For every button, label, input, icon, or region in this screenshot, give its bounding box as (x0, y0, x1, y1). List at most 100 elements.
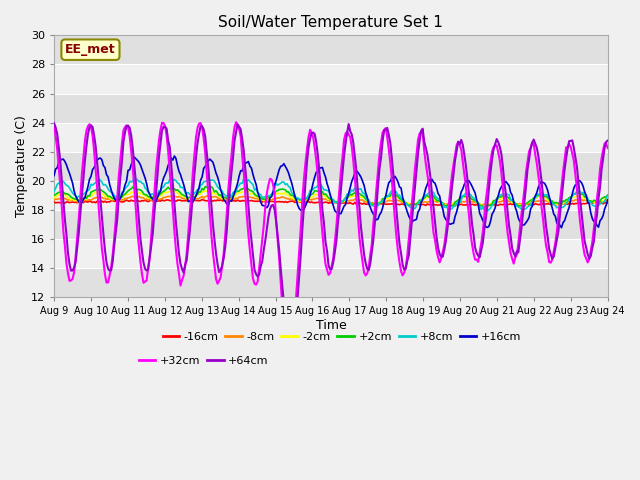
+2cm (576, 191, 584, 196)
Legend: +32cm, +64cm: +32cm, +64cm (134, 351, 273, 370)
-2cm (236, 190, 243, 196)
+16cm (557, 225, 565, 230)
-16cm (244, 198, 252, 204)
+64cm (234, 121, 241, 127)
Bar (54, 6, 608, 36)
+8cm (576, 189, 584, 194)
Bar (54, 181, 608, 210)
Line: +32cm: +32cm (54, 122, 608, 352)
+2cm (236, 188, 243, 194)
-2cm (50, 195, 58, 201)
Bar (54, 64, 608, 94)
-16cm (198, 197, 206, 203)
-16cm (50, 199, 58, 205)
-16cm (294, 198, 301, 204)
+64cm (118, 158, 125, 164)
+32cm (244, 232, 252, 238)
-16cm (118, 199, 125, 205)
+2cm (604, 192, 612, 198)
Bar (54, 152, 608, 181)
+64cm (575, 179, 582, 185)
+16cm (294, 203, 301, 208)
+64cm (243, 182, 251, 188)
Line: -16cm: -16cm (54, 200, 608, 206)
-2cm (118, 195, 125, 201)
-2cm (576, 193, 584, 199)
-8cm (576, 196, 584, 202)
+16cm (170, 153, 178, 159)
+2cm (50, 192, 58, 198)
+64cm (294, 293, 301, 299)
+32cm (604, 145, 612, 151)
+32cm (576, 218, 584, 224)
+32cm (215, 278, 223, 284)
+8cm (244, 177, 252, 182)
Bar (54, 210, 608, 239)
+8cm (604, 192, 612, 198)
+2cm (202, 184, 209, 190)
+32cm (296, 248, 303, 254)
-8cm (244, 194, 252, 200)
+8cm (118, 190, 125, 195)
-8cm (294, 199, 301, 204)
+2cm (294, 196, 301, 202)
+16cm (604, 197, 612, 203)
-2cm (244, 188, 252, 194)
Line: -8cm: -8cm (54, 196, 608, 205)
Line: +16cm: +16cm (54, 156, 608, 228)
+64cm (288, 342, 296, 348)
-8cm (485, 202, 493, 208)
-16cm (236, 198, 243, 204)
+2cm (244, 186, 252, 192)
Line: +2cm: +2cm (54, 187, 608, 207)
+32cm (118, 141, 125, 146)
+16cm (576, 178, 584, 184)
+32cm (232, 120, 240, 125)
-2cm (294, 197, 301, 203)
-16cm (604, 200, 612, 206)
-2cm (217, 195, 225, 201)
-2cm (604, 194, 612, 200)
+8cm (50, 189, 58, 194)
+8cm (168, 176, 175, 181)
-8cm (50, 197, 58, 203)
Bar (54, 123, 608, 152)
+32cm (285, 349, 292, 355)
-8cm (168, 193, 175, 199)
Line: +8cm: +8cm (54, 179, 608, 211)
Bar (54, 239, 608, 268)
+8cm (236, 182, 243, 188)
+16cm (118, 192, 125, 197)
+64cm (50, 120, 58, 126)
-16cm (217, 197, 225, 203)
+16cm (244, 159, 252, 165)
+32cm (236, 126, 243, 132)
Title: Soil/Water Temperature Set 1: Soil/Water Temperature Set 1 (218, 15, 444, 30)
+64cm (215, 269, 223, 275)
Bar (54, 268, 608, 297)
Bar (54, 36, 608, 64)
+8cm (294, 195, 301, 201)
-8cm (604, 196, 612, 202)
Y-axis label: Temperature (C): Temperature (C) (15, 115, 28, 217)
-8cm (118, 197, 125, 203)
+2cm (118, 194, 125, 200)
+8cm (217, 187, 225, 193)
+64cm (604, 138, 612, 144)
+2cm (217, 192, 225, 198)
Text: EE_met: EE_met (65, 43, 116, 56)
-8cm (236, 194, 243, 200)
+8cm (484, 208, 492, 214)
Bar (54, 94, 608, 123)
+16cm (236, 173, 243, 179)
+16cm (50, 173, 58, 179)
Line: -2cm: -2cm (54, 191, 608, 206)
-16cm (576, 201, 584, 207)
-2cm (168, 188, 175, 193)
Line: +64cm: +64cm (54, 123, 608, 345)
+16cm (217, 187, 225, 192)
-2cm (445, 203, 452, 209)
+2cm (481, 204, 488, 210)
-8cm (217, 196, 225, 202)
+32cm (50, 122, 58, 128)
